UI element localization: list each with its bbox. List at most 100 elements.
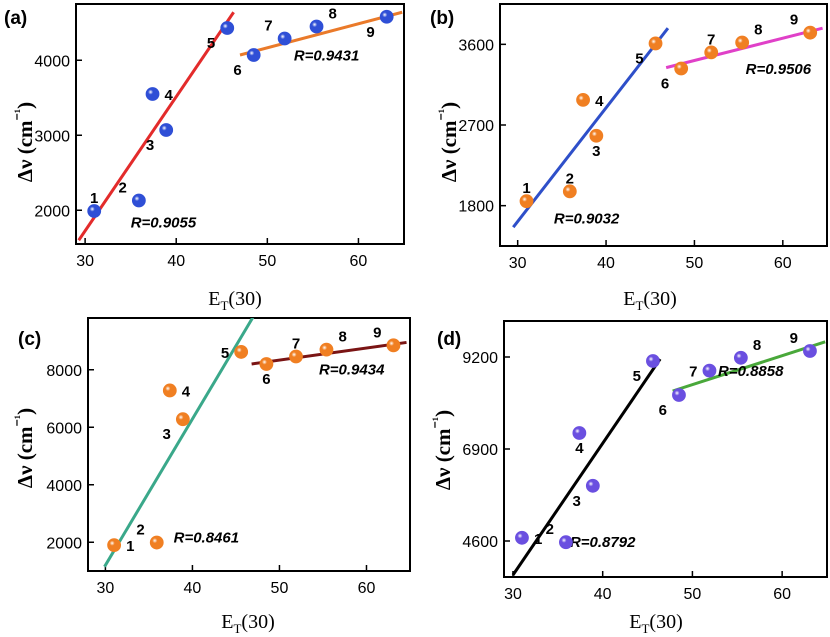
panel-tag: (b) [430, 8, 454, 29]
data-point-1 [515, 530, 529, 545]
point-label-2: 2 [546, 521, 554, 538]
y-tick-label: 3000 [34, 128, 70, 145]
point-label-9: 9 [790, 330, 798, 347]
y-axis-title: Δν (cm⁻¹) [431, 410, 455, 490]
data-point-6 [674, 61, 689, 76]
data-point-6 [246, 48, 261, 62]
data-point-8 [319, 342, 334, 357]
data-point-5 [646, 354, 660, 368]
x-tick-label: 30 [97, 580, 115, 597]
x-tick-label: 40 [597, 255, 615, 272]
data-point-3 [175, 412, 190, 427]
data-point-4 [576, 93, 590, 107]
point-label-3: 3 [592, 143, 600, 160]
panel-tag: (a) [4, 8, 27, 29]
data-point-7 [702, 363, 717, 378]
point-label-2: 2 [566, 170, 574, 187]
data-point-1 [107, 538, 122, 553]
y-tick-label: 2000 [34, 203, 70, 220]
point-label-3: 3 [163, 426, 171, 443]
data-point-1 [519, 194, 534, 209]
point-label-5: 5 [221, 345, 229, 362]
x-tick-label: 50 [258, 253, 276, 270]
panel-tag: (d) [437, 329, 461, 350]
data-point-8 [309, 19, 324, 34]
x-tick-label: 50 [686, 255, 704, 272]
data-point-2 [559, 535, 573, 550]
x-tick-label: 50 [684, 586, 702, 603]
point-label-8: 8 [753, 337, 761, 354]
r-value-label: R=0.9506 [746, 61, 812, 78]
y-tick-label: 4000 [34, 53, 70, 70]
point-label-3: 3 [146, 137, 154, 154]
data-point-3 [159, 123, 174, 137]
x-axis-title: ET(30) [623, 288, 677, 313]
point-label-6: 6 [661, 76, 669, 93]
data-point-5 [234, 345, 249, 359]
r-value-label: R=0.8461 [174, 530, 239, 547]
y-axis-title: Δν (cm⁻¹) [13, 102, 37, 182]
y-tick-label: 2700 [458, 118, 494, 135]
point-label-5: 5 [635, 50, 643, 67]
panel-a: 30 40 50 60 2000 3000 4000 R=0.9055 R=0.9431 1 2 3 4… [4, 3, 405, 313]
r-value-label: R=0.9032 [554, 211, 620, 228]
fit-line-2 [239, 10, 403, 57]
plot-frame [87, 317, 411, 572]
point-label-7: 7 [707, 31, 715, 48]
data-point-9 [379, 9, 394, 24]
x-tick-label: 30 [504, 586, 522, 603]
plot-frame [503, 320, 828, 578]
x-axis-title: ET(30) [629, 611, 683, 636]
fit-line-1 [77, 11, 235, 242]
point-label-7: 7 [264, 18, 272, 35]
data-point-8 [733, 350, 748, 365]
data-point-2 [562, 184, 577, 199]
point-label-8: 8 [338, 329, 346, 346]
x-tick-label: 30 [509, 255, 527, 272]
data-point-4 [162, 383, 177, 398]
point-label-6: 6 [262, 371, 270, 388]
y-tick-label: 2000 [46, 535, 82, 552]
r-value-label: R=0.8792 [570, 534, 636, 551]
data-point-5 [220, 21, 235, 35]
point-label-9: 9 [373, 324, 381, 341]
x-tick-label: 60 [774, 255, 792, 272]
point-label-3: 3 [572, 493, 580, 510]
x-tick-label: 60 [350, 253, 368, 270]
y-tick-label: 1800 [458, 199, 494, 216]
y-axis-title: Δν (cm⁻¹) [437, 102, 461, 182]
fit-line-1 [511, 358, 662, 576]
data-point-9 [803, 344, 817, 358]
fit-line-1 [103, 318, 255, 568]
point-label-1: 1 [522, 180, 530, 197]
x-tick-label: 50 [271, 580, 289, 597]
y-tick-label: 6000 [46, 420, 82, 437]
data-point-5 [648, 36, 663, 51]
data-point-4 [572, 426, 587, 440]
point-label-7: 7 [689, 364, 697, 381]
y-axis-title: Δν (cm⁻¹) [13, 408, 37, 488]
data-point-3 [589, 128, 604, 143]
y-tick-label: 4000 [46, 478, 82, 495]
y-tick-label: 9200 [462, 350, 498, 367]
panel-d: 30 40 50 60 4600 6900 9200 R=0.8792 R=0.8858 12 3 4… [431, 320, 828, 636]
point-label-5: 5 [207, 35, 215, 52]
data-point-9 [386, 338, 401, 353]
x-tick-label: 60 [358, 580, 376, 597]
point-label-4: 4 [595, 93, 604, 110]
point-label-5: 5 [633, 368, 641, 385]
plot-frame [75, 3, 405, 245]
data-point-6 [672, 388, 686, 402]
y-tick-label: 3600 [458, 37, 494, 54]
point-label-1: 1 [534, 531, 542, 548]
data-point-8 [735, 35, 750, 50]
data-point-2 [149, 535, 164, 550]
x-axis-title: ET(30) [221, 611, 275, 636]
data-point-3 [585, 478, 600, 493]
x-tick-label: 40 [184, 580, 202, 597]
r-value-label: R=0.9431 [294, 47, 359, 64]
fit-line-1 [512, 27, 670, 229]
x-tick-label: 40 [594, 586, 612, 603]
panel-c: 30 40 50 60 2000 4000 6000 8000 R=0.8461 R=0.9434… [13, 317, 411, 636]
